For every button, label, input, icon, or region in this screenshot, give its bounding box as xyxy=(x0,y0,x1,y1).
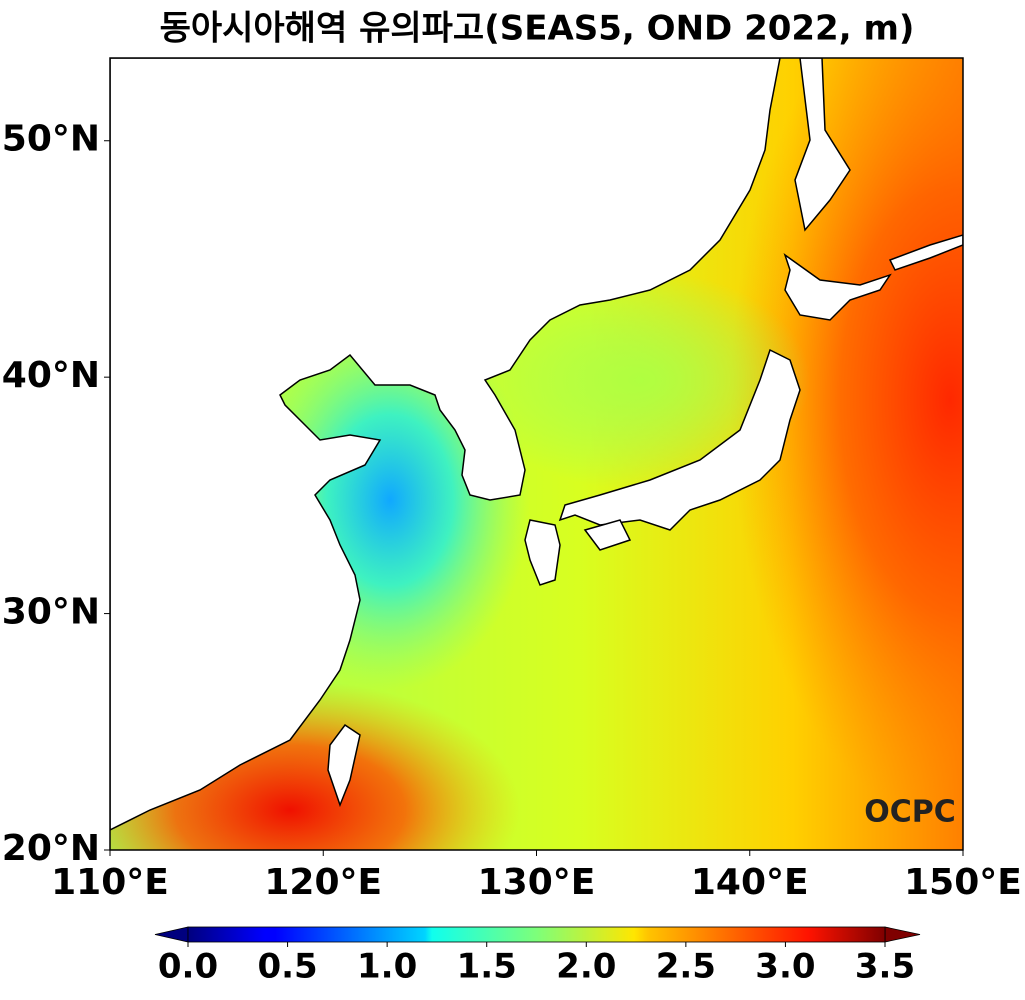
colorbar-tick-label: 1.0 xyxy=(357,947,417,987)
x-tick-label: 130°E xyxy=(478,862,596,903)
logo: OCPC xyxy=(864,795,956,830)
x-tick-label: 150°E xyxy=(904,862,1022,903)
colorbar-extend-low xyxy=(154,926,189,943)
x-tick-label: 120°E xyxy=(264,862,382,903)
colorbar xyxy=(187,926,886,943)
colorbar-tick-label: 0.5 xyxy=(257,947,317,987)
colorbar-tick-label: 3.0 xyxy=(755,947,815,987)
colorbar-tick-label: 2.5 xyxy=(656,947,716,987)
colorbar-tick-label: 0.0 xyxy=(158,947,218,987)
y-tick-label: 40°N xyxy=(2,355,100,396)
y-tick-label: 30°N xyxy=(2,592,100,633)
colorbar-extend-high xyxy=(884,926,921,943)
x-tick-label: 140°E xyxy=(691,862,809,903)
colorbar-tick-label: 2.0 xyxy=(556,947,616,987)
y-tick-label: 50°N xyxy=(2,119,100,160)
wave-field xyxy=(110,58,963,850)
y-tick-label: 20°N xyxy=(2,828,100,869)
colorbar-tick-label: 1.5 xyxy=(457,947,517,987)
map-title: 동아시아해역 유의파고(SEAS5, OND 2022, m) xyxy=(160,9,915,49)
x-tick-label: 110°E xyxy=(51,862,169,903)
colorbar-tick-label: 3.5 xyxy=(855,947,915,987)
